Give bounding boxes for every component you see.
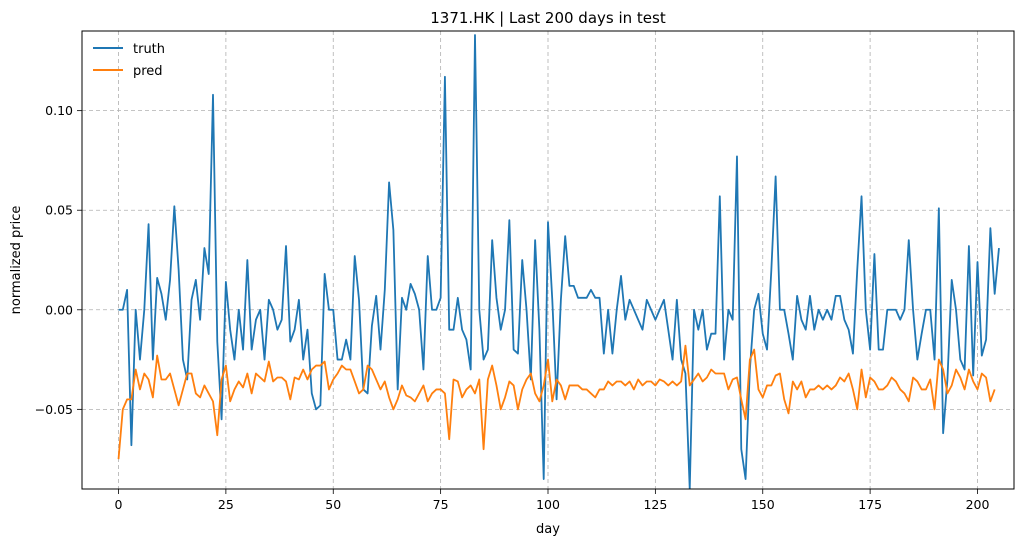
legend-label-pred: pred <box>133 64 163 79</box>
y-tick-label: −0.05 <box>35 402 73 417</box>
y-tick-label: 0.05 <box>45 203 73 218</box>
series-layer <box>117 34 1000 489</box>
legend: truth pred <box>93 42 165 79</box>
x-axis-label: day <box>536 522 560 537</box>
x-tick-label: 0 <box>115 497 123 512</box>
grid-lines <box>82 31 1014 489</box>
axis-ticks: 0 25 50 75 100 125 150 175 200 −0.05 0.00 0.05 0.10 <box>35 103 990 512</box>
x-tick-label: 125 <box>643 497 667 512</box>
y-tick-label: 0.10 <box>45 103 73 118</box>
y-tick-label: 0.00 <box>45 302 73 317</box>
x-tick-label: 75 <box>433 497 449 512</box>
x-tick-label: 100 <box>536 497 560 512</box>
x-tick-label: 200 <box>966 497 990 512</box>
series-line-pred <box>117 344 996 460</box>
series-line-truth <box>118 34 1000 489</box>
legend-label-truth: truth <box>133 42 165 57</box>
y-axis-label: normalized price <box>9 206 24 315</box>
x-tick-label: 25 <box>218 497 234 512</box>
x-tick-label: 150 <box>751 497 775 512</box>
x-tick-label: 50 <box>325 497 341 512</box>
x-tick-label: 175 <box>858 497 882 512</box>
chart-title: 1371.HK | Last 200 days in test <box>430 9 666 27</box>
